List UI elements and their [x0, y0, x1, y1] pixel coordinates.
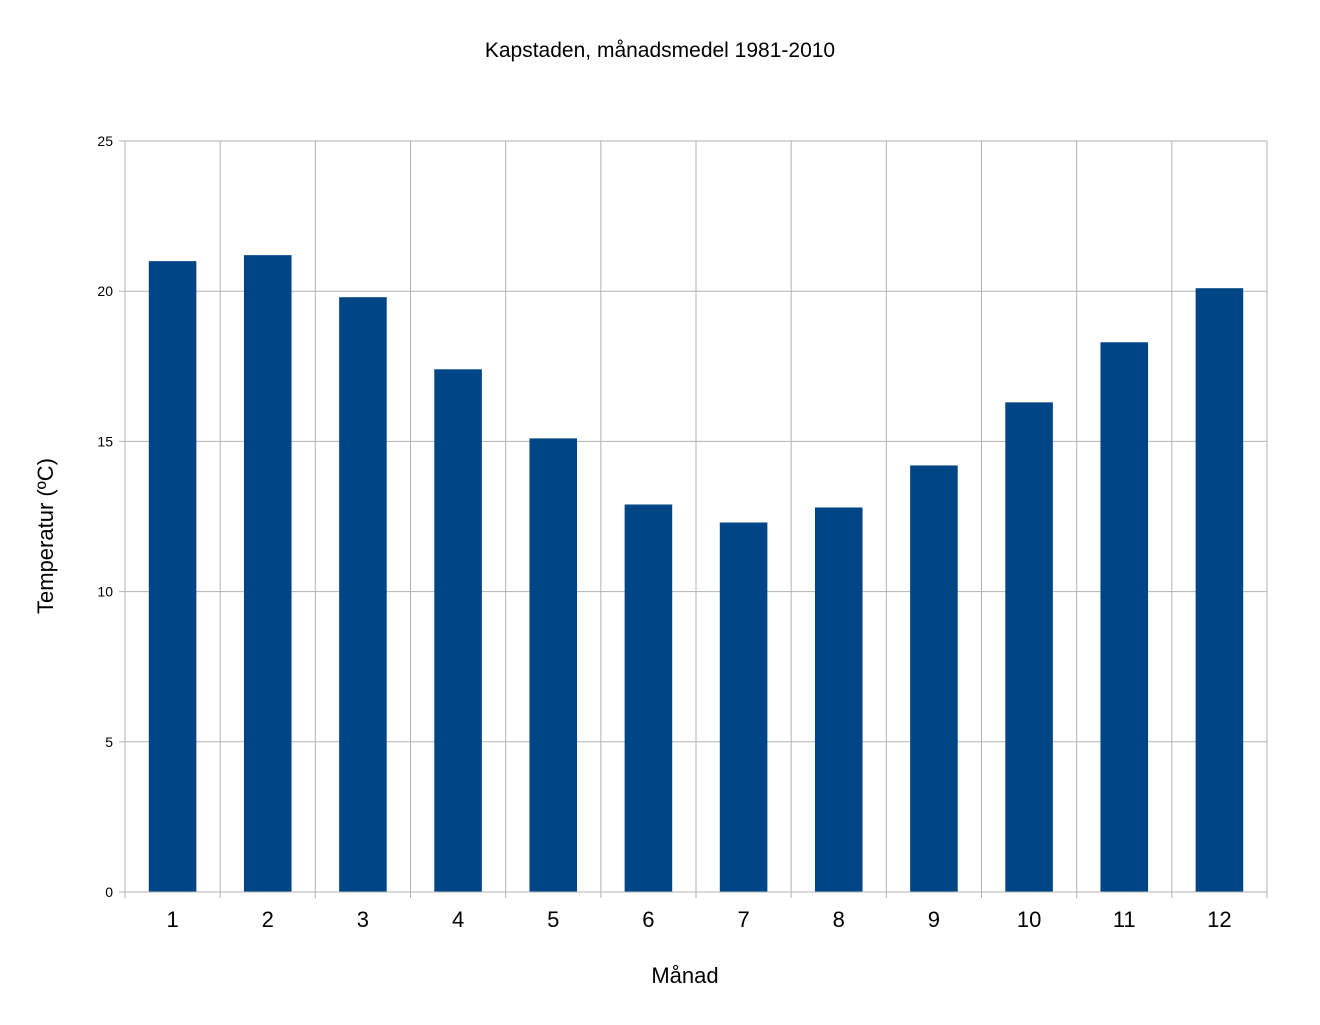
bar: [624, 504, 673, 892]
bar-layer: [148, 255, 1244, 893]
x-tick-label: 3: [357, 907, 369, 932]
grid-layer: [124, 140, 1268, 893]
y-tick-label: 20: [97, 283, 113, 299]
bar: [1005, 402, 1053, 892]
bar: [719, 522, 768, 892]
bar: [434, 369, 482, 893]
bar: [1195, 288, 1244, 892]
x-tick-label: 5: [547, 907, 559, 932]
y-tick-label: 10: [97, 584, 113, 600]
bar: [148, 261, 197, 892]
x-tick-label: 12: [1207, 907, 1231, 932]
x-tick-label: 9: [928, 907, 940, 932]
x-tick-label: 8: [833, 907, 845, 932]
chart-title: Kapstaden, månadsmedel 1981-2010: [485, 39, 835, 62]
y-tick-label: 5: [105, 734, 113, 750]
x-tick-label: 1: [166, 907, 178, 932]
x-tick-label: 11: [1113, 907, 1136, 932]
bar: [529, 438, 578, 892]
y-axis-label: Temperatur (ºC): [33, 458, 58, 614]
x-tick-label: 10: [1017, 907, 1041, 932]
y-tick-label: 25: [97, 133, 113, 149]
bar: [814, 507, 863, 892]
x-axis-label: Månad: [651, 963, 718, 988]
x-tick-label: 2: [262, 907, 274, 932]
x-tick-label: 6: [642, 907, 654, 932]
bar: [910, 465, 958, 892]
bar: [339, 297, 387, 892]
x-tick-label: 4: [452, 907, 464, 932]
bar: [1100, 342, 1149, 892]
y-tick-label: 15: [97, 433, 113, 449]
bar: [243, 255, 292, 893]
y-tick-label: 0: [105, 884, 113, 900]
x-tick-label: 7: [737, 907, 749, 932]
